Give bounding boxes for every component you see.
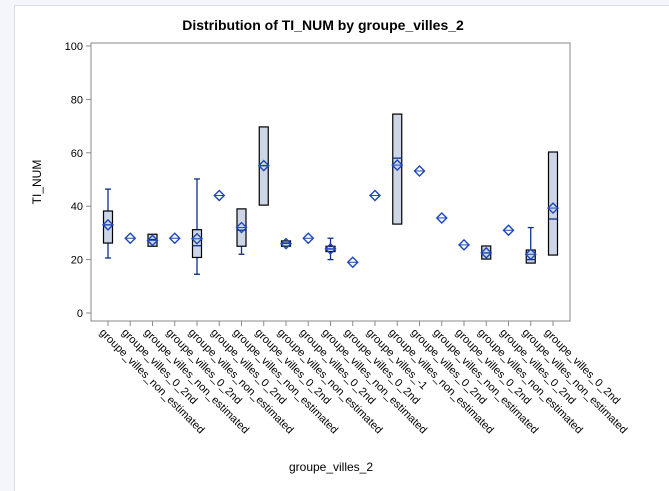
box-3 xyxy=(146,233,159,247)
box-10 xyxy=(302,232,315,245)
mean-marker xyxy=(191,232,203,245)
mean-marker xyxy=(413,164,426,177)
box-5 xyxy=(191,178,203,275)
box-17 xyxy=(458,238,470,251)
mean-marker xyxy=(502,224,515,237)
box-6 xyxy=(213,189,226,202)
chart-panel: Distribution of TI_NUM by groupe_villes_… xyxy=(14,5,669,491)
box-9 xyxy=(280,237,292,250)
box-2 xyxy=(124,232,137,245)
y-tick-label: 0 xyxy=(77,308,83,320)
box-14 xyxy=(391,113,404,225)
box-12 xyxy=(346,256,359,269)
y-tick-label: 60 xyxy=(71,148,83,160)
iqr-box xyxy=(102,210,114,244)
y-tick-label: 80 xyxy=(71,94,83,106)
mean-marker xyxy=(102,218,114,231)
y-axis-label: TI_NUM xyxy=(30,160,44,205)
y-tick-label: 20 xyxy=(71,255,83,267)
chart-title: Distribution of TI_NUM by groupe_villes_… xyxy=(182,17,464,33)
box-plot-chart: Distribution of TI_NUM by groupe_villes_… xyxy=(30,17,629,474)
y-tick-label: 40 xyxy=(71,201,83,213)
y-axis: 0 20 40 60 80 100 xyxy=(65,41,91,320)
mean-marker xyxy=(524,248,537,261)
x-axis-label: groupe_villes_2 xyxy=(289,460,373,474)
box-20 xyxy=(524,226,537,264)
y-tick-label: 100 xyxy=(65,41,83,53)
mean-marker xyxy=(391,159,404,172)
box-21 xyxy=(547,151,559,256)
box-18 xyxy=(480,245,493,260)
box-11 xyxy=(324,237,337,261)
boxes-group xyxy=(102,113,559,275)
mean-marker xyxy=(257,159,270,172)
box-7 xyxy=(235,208,248,255)
mean-marker xyxy=(235,221,248,234)
plot-area xyxy=(90,42,571,322)
iqr-box xyxy=(392,113,403,225)
x-axis: groupe_villes_non_estimatedgroupe_villes… xyxy=(97,321,629,436)
box-15 xyxy=(413,164,426,177)
mean-marker xyxy=(369,189,381,202)
mean-marker xyxy=(547,202,559,215)
mean-marker xyxy=(435,211,448,224)
box-19 xyxy=(502,224,515,237)
mean-marker xyxy=(346,256,359,269)
mean-marker xyxy=(324,242,337,255)
mean-marker xyxy=(213,189,226,202)
box-16 xyxy=(435,211,448,224)
mean-marker xyxy=(302,232,315,245)
box-1 xyxy=(102,188,114,259)
mean-marker xyxy=(124,232,137,245)
mean-marker xyxy=(458,238,470,251)
box-4 xyxy=(168,232,181,245)
mean-marker xyxy=(168,232,181,245)
box-8 xyxy=(257,126,270,206)
mean-marker xyxy=(280,237,292,250)
mean-marker xyxy=(480,246,493,259)
mean-marker xyxy=(146,234,159,247)
box-13 xyxy=(369,189,381,202)
